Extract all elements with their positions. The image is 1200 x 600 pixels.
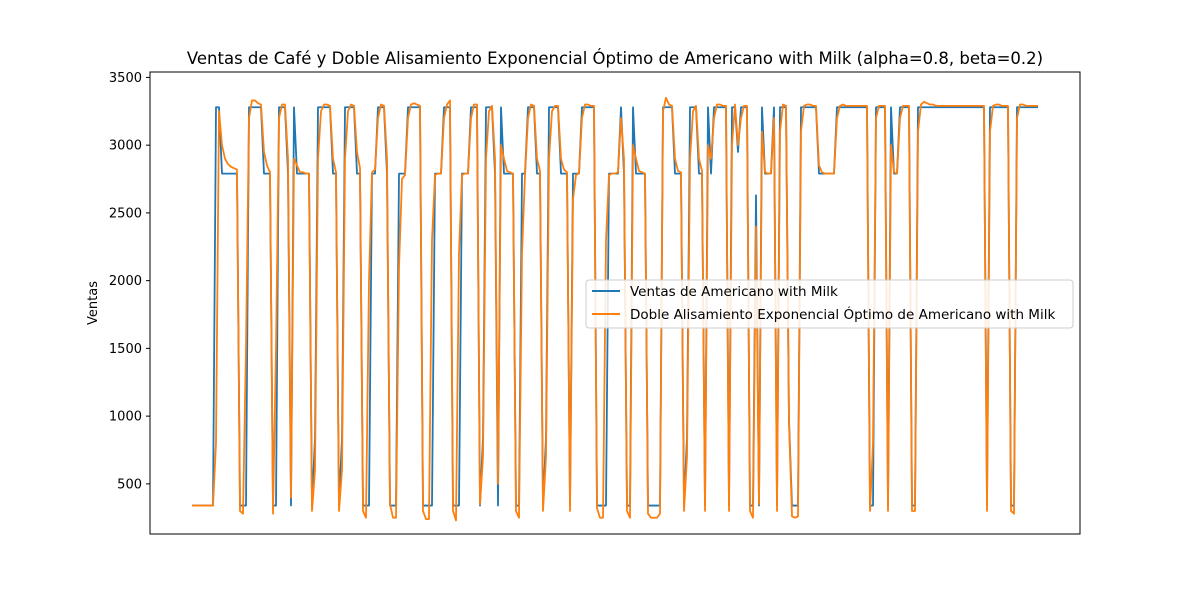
y-tick-label: 2500 (109, 206, 142, 221)
y-tick-label: 3500 (109, 71, 142, 86)
legend: Ventas de Americano with Milk Doble Alisa… (585, 279, 1074, 329)
y-axis: 500 1000 1500 2000 2500 3000 3500 (109, 71, 150, 492)
chart-title: Ventas de Café y Doble Alisamiento Expon… (187, 49, 1043, 68)
y-axis-label: Ventas (86, 281, 101, 325)
plot-frame (149, 71, 1081, 535)
y-tick-label: 1500 (109, 342, 142, 357)
legend-label-1: Ventas de Americano with Milk (630, 284, 838, 300)
y-tick-label: 2000 (109, 274, 142, 289)
plot-area (192, 96, 1038, 522)
series-line-2 (192, 96, 1038, 522)
legend-label-2: Doble Alisamiento Exponencial Óptimo de … (630, 305, 1055, 323)
y-tick-label: 3000 (109, 139, 142, 154)
y-tick-label: 500 (117, 477, 142, 492)
y-tick-label: 1000 (109, 410, 142, 425)
legend-box (585, 279, 1074, 329)
